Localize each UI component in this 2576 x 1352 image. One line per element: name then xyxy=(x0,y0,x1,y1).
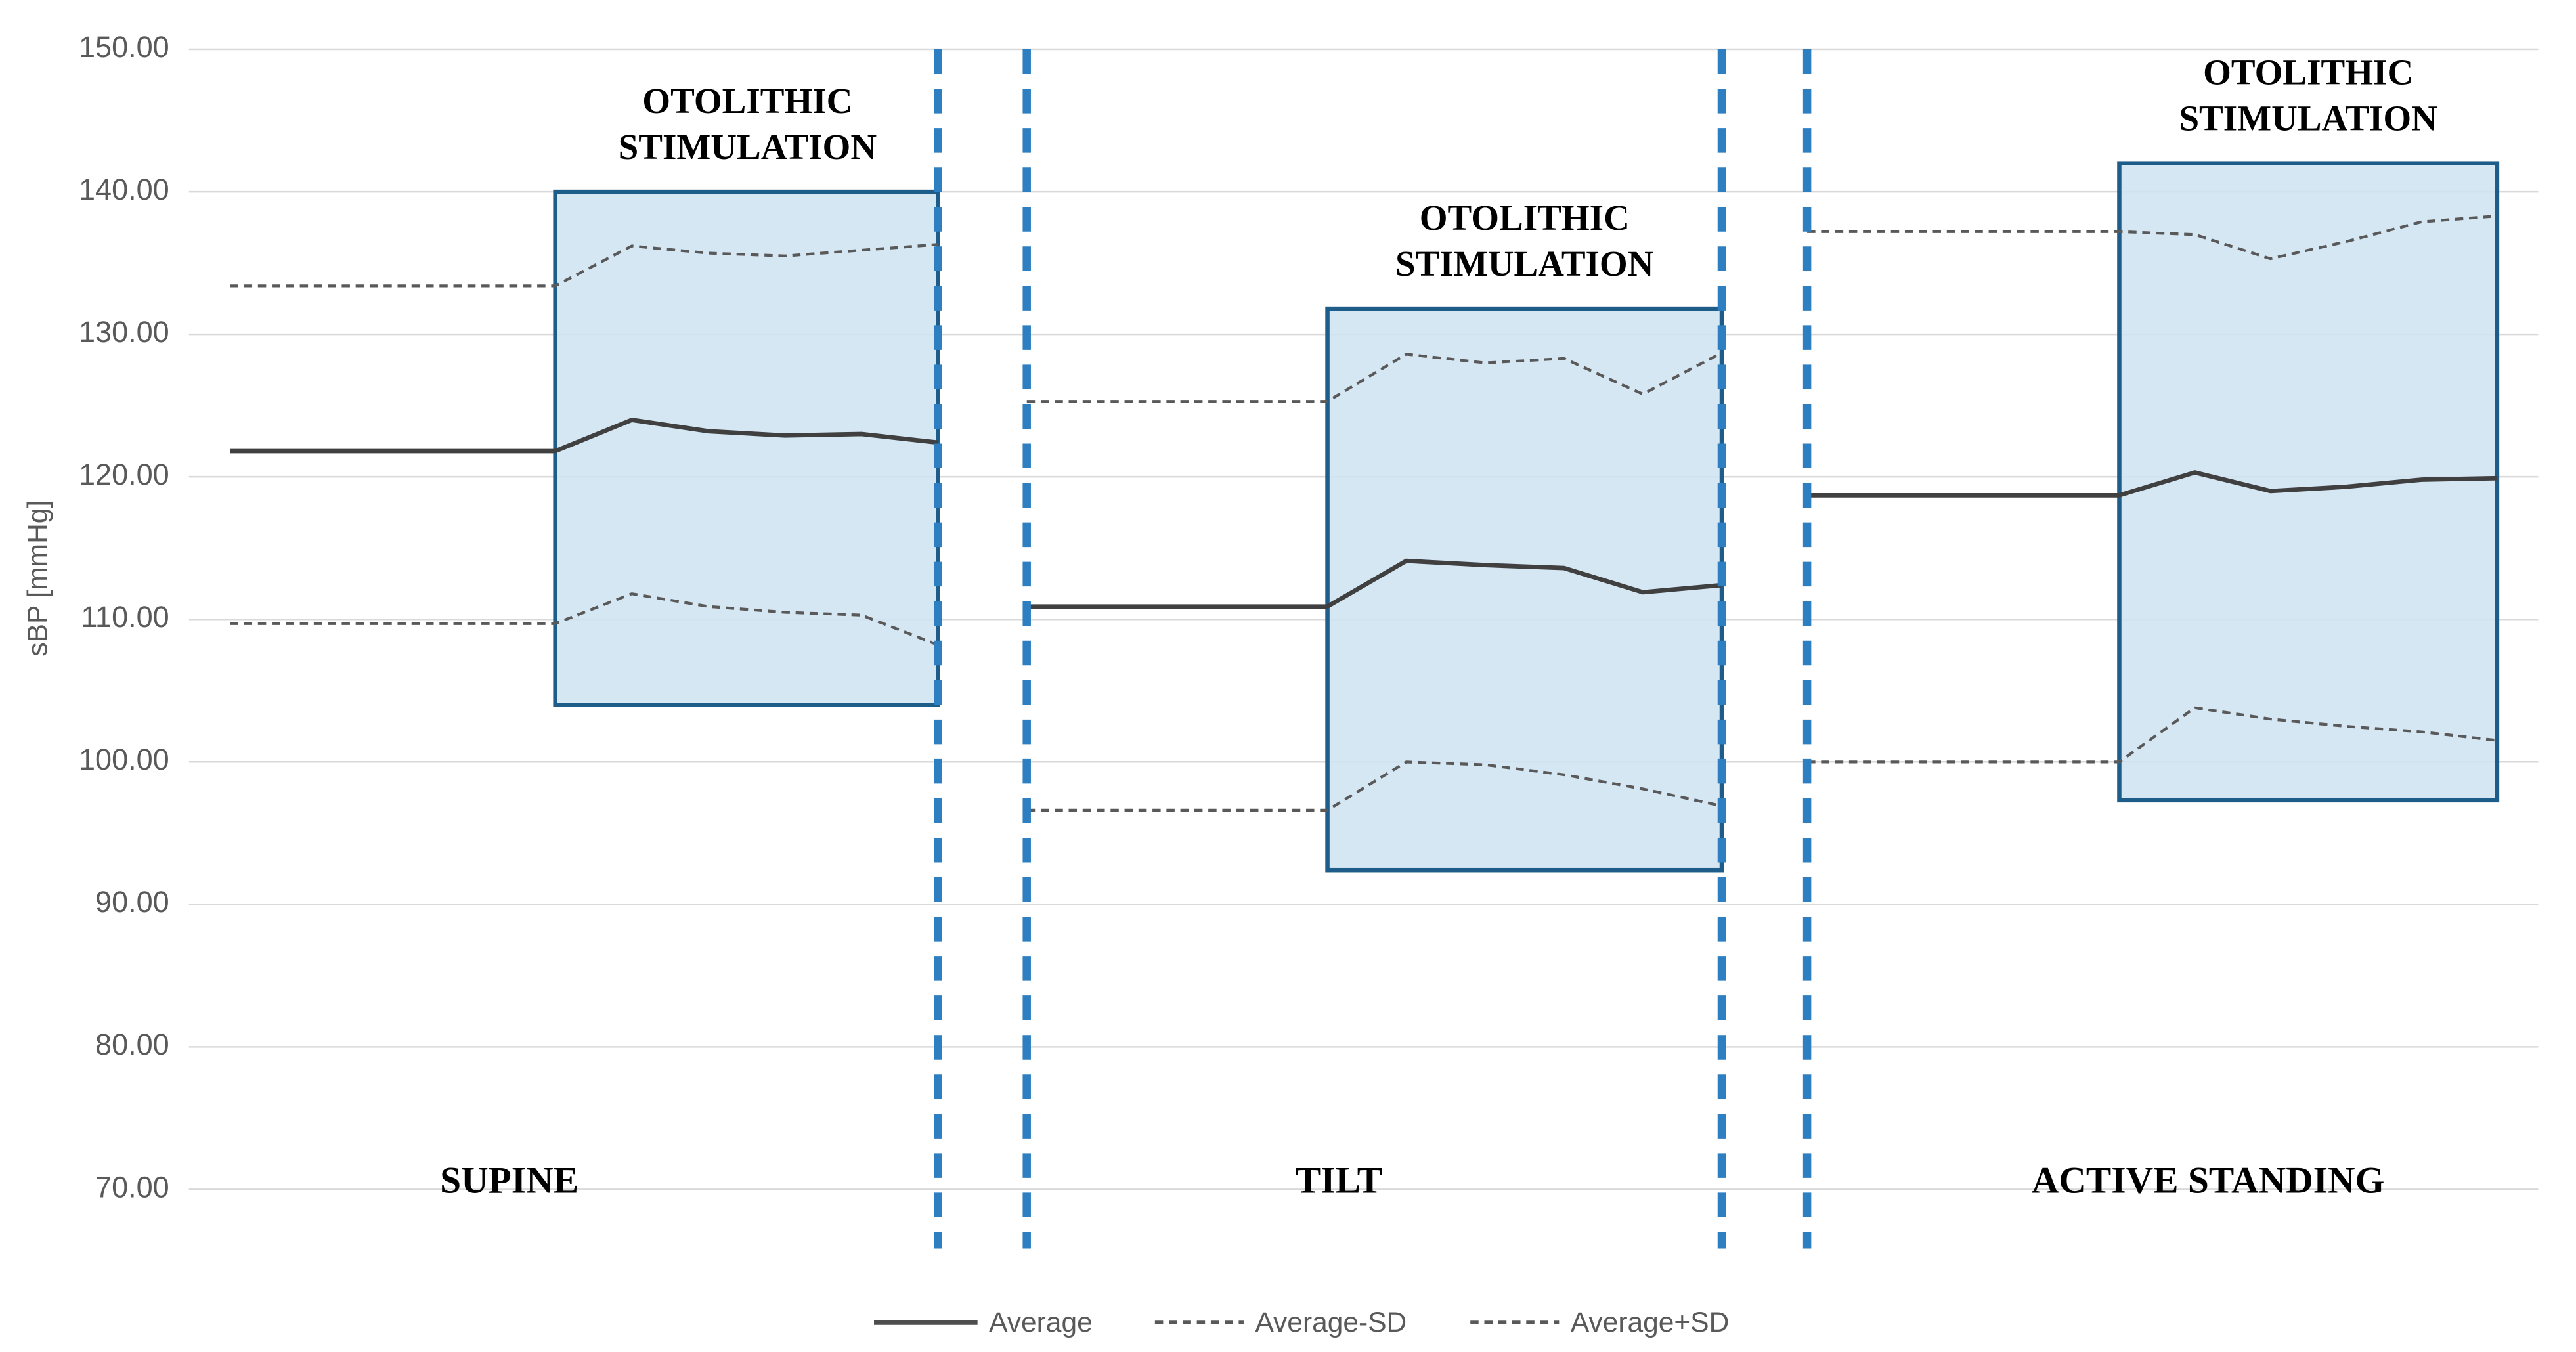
section-label-active-standing: ACTIVE STANDING xyxy=(2032,1160,2385,1201)
stimulation-label-line: OTOLITHIC xyxy=(2203,53,2413,93)
stimulation-label-line: STIMULATION xyxy=(2179,98,2437,139)
y-tick-label: 130.00 xyxy=(79,315,169,349)
y-tick-label: 150.00 xyxy=(79,30,169,64)
stimulation-box-supine xyxy=(553,189,940,707)
section-label-tilt: TILT xyxy=(1296,1160,1382,1201)
stimulation-label-active-standing: OTOLITHIC STIMULATION xyxy=(2179,53,2437,139)
series-average-plus-sd-tilt xyxy=(1026,351,1722,403)
series-average-plus-sd-supine xyxy=(230,243,938,288)
series-average-active-standing xyxy=(1807,470,2497,498)
y-axis-title: sBP [mmHg] xyxy=(22,500,53,657)
series-average-supine xyxy=(230,418,938,454)
stimulation-label-line: OTOLITHIC xyxy=(1420,198,1630,238)
legend: Average Average-SD Average+SD xyxy=(874,1307,1729,1338)
y-tick-label: 100.00 xyxy=(79,743,169,776)
y-tick-label: 80.00 xyxy=(95,1028,169,1061)
series-average-minus-sd-tilt xyxy=(1026,760,1722,812)
stimulation-label-line: STIMULATION xyxy=(619,127,877,167)
y-tick-label: 110.00 xyxy=(81,600,169,634)
series-average-plus-sd-active-standing xyxy=(1807,214,2498,261)
y-tick-label: 120.00 xyxy=(79,458,169,491)
phase-dividers xyxy=(934,49,1812,1249)
y-tick-label: 90.00 xyxy=(95,885,169,919)
y-tick-label: 70.00 xyxy=(95,1170,169,1204)
series-average-minus-sd-supine xyxy=(230,592,939,647)
stimulation-label-tilt: OTOLITHIC STIMULATION xyxy=(1395,198,1654,284)
stimulation-label-line: STIMULATION xyxy=(1395,244,1654,284)
legend-label: Average+SD xyxy=(1571,1307,1729,1338)
stimulation-box-active-standing xyxy=(2117,161,2500,803)
legend-label: Average xyxy=(989,1307,1093,1338)
section-label-supine: SUPINE xyxy=(440,1160,579,1201)
stimulation-label-line: OTOLITHIC xyxy=(642,81,852,121)
y-tick-label: 140.00 xyxy=(79,173,169,206)
y-axis-tick-labels: 150.00 140.00 130.00 120.00 110.00 100.00 90.0… xyxy=(79,30,169,1204)
stimulation-label-supine: OTOLITHIC STIMULATION xyxy=(619,81,877,167)
series-average-tilt xyxy=(1026,558,1722,609)
legend-label: Average-SD xyxy=(1255,1307,1407,1338)
series-average-minus-sd-active-standing xyxy=(1807,706,2498,764)
